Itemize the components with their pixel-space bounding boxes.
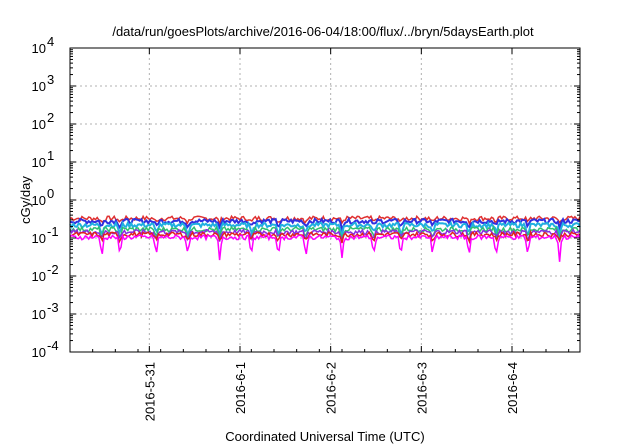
x-axis: 2016-5-31 2016-6-1 2016-6-2 2016-6-3 2016-6-… <box>92 48 570 421</box>
series-lines <box>69 214 581 262</box>
y-tick-exponent: 2 <box>47 110 54 125</box>
x-tick-label: 2016-6-1 <box>233 362 248 414</box>
x-tick-label: 2016-6-4 <box>505 362 520 414</box>
y-tick-label: 10 <box>32 41 46 56</box>
x-tick-label: 2016-6-3 <box>414 362 429 414</box>
y-tick-exponent: -3 <box>47 300 59 315</box>
y-tick-label: 10 <box>32 117 46 132</box>
y-tick-label: 10 <box>32 345 46 360</box>
y-tick-exponent: 3 <box>47 72 54 87</box>
plot-grid <box>70 48 580 352</box>
y-axis-label: cGy/day <box>18 176 33 224</box>
chart-title: /data/run/goesPlots/archive/2016-06-04/1… <box>112 24 534 39</box>
y-tick-label: 10 <box>32 269 46 284</box>
y-tick-label: 10 <box>32 307 46 322</box>
y-tick-label: 10 <box>32 79 46 94</box>
y-tick-label: 10 <box>32 193 46 208</box>
y-tick-exponent: -1 <box>47 224 59 239</box>
y-tick-exponent: -2 <box>47 262 59 277</box>
y-tick-exponent: 1 <box>47 148 54 163</box>
x-axis-label: Coordinated Universal Time (UTC) <box>225 429 424 444</box>
series-line <box>69 216 581 233</box>
series-line <box>69 233 581 262</box>
y-tick-exponent: 0 <box>47 186 54 201</box>
y-tick-label: 10 <box>32 155 46 170</box>
x-tick-label: 2016-6-2 <box>324 362 339 414</box>
series-line <box>69 229 581 245</box>
y-tick-exponent: 4 <box>47 34 54 49</box>
series-line <box>69 225 581 241</box>
y-tick-label: 10 <box>32 231 46 246</box>
series-line <box>69 220 581 238</box>
x-tick-label: 2016-5-31 <box>142 362 157 421</box>
y-tick-exponent: -4 <box>47 338 59 353</box>
